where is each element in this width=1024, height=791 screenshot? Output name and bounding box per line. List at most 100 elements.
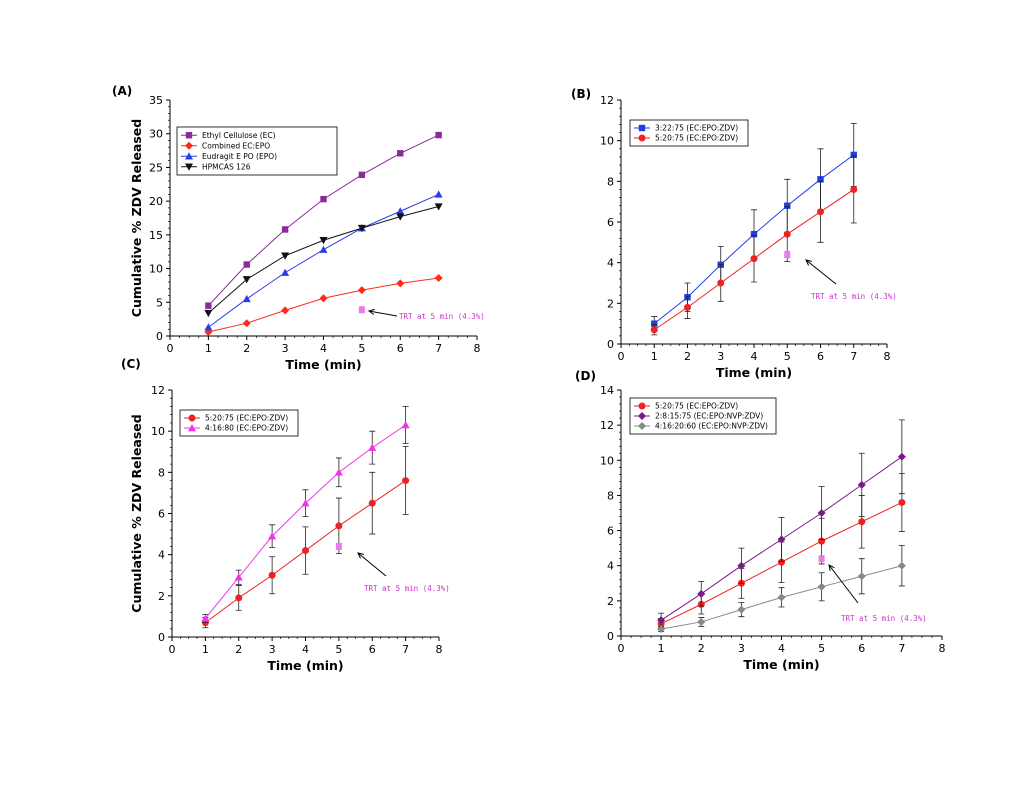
data-point <box>357 224 366 233</box>
y-tick-label: 35 <box>149 94 163 107</box>
data-point <box>697 617 706 626</box>
y-tick-label: 12 <box>151 384 165 397</box>
panel-label: (D) <box>575 369 596 383</box>
data-point <box>358 171 366 179</box>
x-tick-label: 4 <box>751 350 758 363</box>
data-point <box>897 561 906 570</box>
data-point <box>750 231 758 238</box>
data-point <box>396 207 405 215</box>
panel-label: (A) <box>112 84 132 98</box>
data-point <box>320 195 327 203</box>
annotation-arrow <box>828 564 859 604</box>
x-tick-label: 4 <box>320 342 327 355</box>
annotation-text: TRT at 5 min (4.3%) <box>399 312 485 321</box>
x-tick-label: 8 <box>474 342 481 355</box>
legend-marker <box>185 152 193 160</box>
trt-reference-point <box>335 542 342 550</box>
data-point <box>777 593 786 602</box>
y-tick-label: 0 <box>158 631 165 644</box>
y-tick-label: 30 <box>149 128 163 141</box>
legend-marker <box>638 134 646 142</box>
x-tick-label: 7 <box>402 643 409 656</box>
series-line <box>208 277 439 333</box>
series-4 <box>204 203 443 318</box>
x-tick-label: 2 <box>698 642 705 655</box>
data-point <box>281 306 290 315</box>
series-3 <box>204 190 443 331</box>
y-tick-label: 5 <box>156 296 163 309</box>
trt-reference-point <box>818 555 825 563</box>
data-point <box>281 226 289 233</box>
x-tick-label: 5 <box>784 350 791 363</box>
x-tick-label: 3 <box>282 342 289 355</box>
data-point <box>205 302 212 309</box>
legend-box <box>629 397 777 435</box>
x-tick-label: 1 <box>205 342 212 355</box>
data-point <box>651 320 658 327</box>
legend-entry: 4:16:80 (EC:EPO:ZDV) <box>205 424 288 433</box>
legend: 3:22:75 (EC:EPO:ZDV)5:20:75 (EC:EPO:ZDV) <box>629 119 749 147</box>
annotation-arrow <box>357 552 387 577</box>
y-tick-label: 25 <box>149 161 163 174</box>
y-tick-label: 0 <box>607 338 614 351</box>
x-axis-title: Time (min) <box>716 365 792 380</box>
y-axis-title: Cumulative % ZDV Released <box>129 414 144 612</box>
data-point <box>850 185 858 193</box>
y-tick-label: 10 <box>151 425 165 438</box>
x-tick-label: 4 <box>778 642 785 655</box>
y-tick-label: 10 <box>600 135 614 148</box>
data-point <box>335 522 343 530</box>
y-tick-label: 2 <box>158 590 165 603</box>
data-point <box>397 150 404 157</box>
data-point <box>717 279 725 287</box>
legend-marker <box>185 141 193 150</box>
legend-marker <box>185 132 193 139</box>
legend-marker <box>638 422 646 430</box>
data-point <box>357 286 366 295</box>
legend-entry: 5:20:75 (EC:EPO:ZDV) <box>655 134 738 143</box>
annotation-arrow <box>367 308 398 317</box>
data-point <box>684 303 691 311</box>
series-2 <box>201 406 410 623</box>
y-tick-label: 4 <box>607 257 614 270</box>
data-point <box>817 208 824 216</box>
legend-entry: Combined EC:EPO <box>202 141 270 150</box>
data-point <box>435 131 442 139</box>
x-tick-label: 0 <box>167 342 174 355</box>
data-point <box>268 571 276 579</box>
data-point <box>234 573 243 581</box>
x-tick-label: 3 <box>269 643 276 656</box>
data-point <box>334 468 343 476</box>
data-point <box>750 255 758 263</box>
data-point <box>783 230 791 238</box>
data-point <box>434 203 443 211</box>
x-tick-label: 6 <box>817 350 824 363</box>
panel-label: (C) <box>121 357 141 371</box>
legend: 5:20:75 (EC:EPO:ZDV)2:8:15:75 (EC:EPO:NV… <box>629 397 777 435</box>
x-tick-label: 8 <box>884 350 891 363</box>
y-tick-label: 10 <box>600 454 614 467</box>
data-point <box>657 624 666 633</box>
data-point <box>204 323 213 331</box>
y-axis-title: Cumulative % ZDV Released <box>129 119 144 317</box>
chart-panel-1: (A) 0 5 10 15 20 25 30 35 0 1 2 3 4 5 6 7 8 Time (min) Cumu… <box>112 84 485 372</box>
data-point <box>857 572 866 581</box>
trt-reference-point <box>358 306 365 314</box>
x-tick-label: 8 <box>436 643 443 656</box>
data-point <box>434 190 443 198</box>
x-tick-label: 7 <box>850 350 857 363</box>
annotation-arrow <box>805 259 837 285</box>
legend-marker <box>638 412 646 420</box>
data-point <box>201 614 210 622</box>
data-point <box>319 294 328 303</box>
data-point <box>697 589 706 598</box>
y-tick-label: 6 <box>607 525 614 538</box>
annotation-text: TRT at 5 min (4.3%) <box>811 292 897 301</box>
legend-box <box>179 409 299 437</box>
data-point <box>898 498 906 506</box>
x-tick-label: 5 <box>358 342 365 355</box>
y-tick-label: 12 <box>600 419 614 432</box>
legend-entry: 2:8:15:75 (EC:EPO:NVP:ZDV) <box>655 412 763 421</box>
